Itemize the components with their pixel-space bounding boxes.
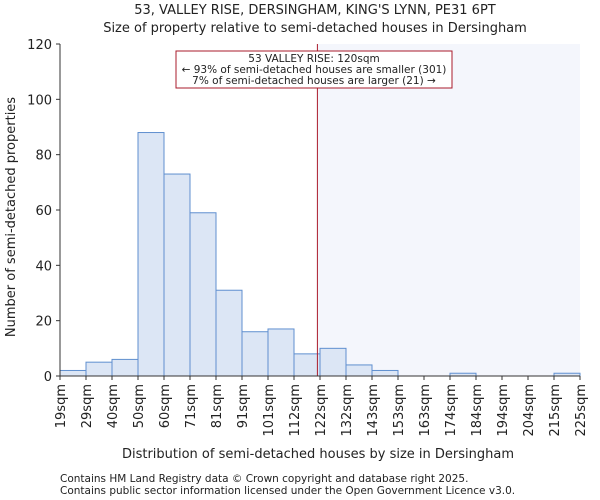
chart-subtitle: Size of property relative to semi-detach… <box>103 21 527 36</box>
bar-122sqm <box>319 347 347 377</box>
x-tick-label: 60sqm <box>158 384 173 428</box>
y-tick-label: 60 <box>35 204 52 219</box>
x-axis-label: Distribution of semi-detached houses by … <box>122 447 514 462</box>
x-tick-label: 101sqm <box>262 384 277 437</box>
annotation-title: 53 VALLEY RISE: 120sqm <box>248 53 379 65</box>
y-tick-label: 20 <box>35 315 52 330</box>
x-tick-label: 204sqm <box>522 384 537 437</box>
x-ticks: 19sqm 29sqm 40sqm 50sqm 60sqm 71sqm 81sqm 91sqm… <box>54 376 589 437</box>
bar-132sqm <box>345 364 373 377</box>
y-tick-label: 0 <box>44 370 52 385</box>
x-tick-label: 81sqm <box>210 384 225 428</box>
larger-region-shade <box>317 44 580 376</box>
x-tick-label: 174sqm <box>444 384 459 437</box>
bar-40sqm <box>111 358 139 377</box>
bar-71sqm <box>189 212 217 377</box>
bars <box>59 132 581 377</box>
y-ticks: 0 20 40 60 80 100 120 <box>27 38 60 385</box>
chart-title: 53, VALLEY RISE, DERSINGHAM, KING'S LYNN… <box>134 3 496 18</box>
bar-101sqm <box>267 328 295 377</box>
y-tick-label: 120 <box>27 38 52 53</box>
y-tick-label: 40 <box>35 259 52 274</box>
footer-licence: Contains public sector information licen… <box>60 485 515 497</box>
x-tick-label: 184sqm <box>470 384 485 437</box>
bar-50sqm <box>137 132 165 377</box>
x-tick-label: 91sqm <box>236 384 251 428</box>
x-tick-label: 153sqm <box>392 384 407 437</box>
annotation-larger: 7% of semi-detached houses are larger (2… <box>192 75 436 87</box>
bar-143sqm <box>371 369 399 377</box>
bar-91sqm <box>241 331 269 377</box>
annotation-border <box>175 50 453 89</box>
x-tick-label: 112sqm <box>288 384 303 437</box>
x-tick-label: 132sqm <box>340 384 355 437</box>
larger-shade-rect <box>317 44 580 376</box>
y-tick-label: 80 <box>35 149 52 164</box>
y-axis-label: Number of semi-detached properties <box>4 97 19 337</box>
bar-112sqm <box>293 353 321 377</box>
bar-81sqm <box>215 289 243 377</box>
x-tick-label: 19sqm <box>54 384 69 428</box>
y-tick-label: 100 <box>27 93 52 108</box>
x-tick-label: 215sqm <box>548 384 563 437</box>
bar-60sqm <box>163 173 191 377</box>
x-tick-label: 29sqm <box>80 384 95 428</box>
annotation-box: 53 VALLEY RISE: 120sqm ← 93% of semi-det… <box>175 50 453 89</box>
x-tick-label: 143sqm <box>366 384 381 437</box>
x-tick-label: 40sqm <box>106 384 121 428</box>
bar-29sqm <box>85 361 113 377</box>
x-tick-label: 50sqm <box>132 384 147 428</box>
x-tick-label: 163sqm <box>418 384 433 437</box>
x-tick-label: 71sqm <box>184 384 199 428</box>
annotation-smaller: ← 93% of semi-detached houses are smalle… <box>182 64 447 76</box>
x-tick-label: 225sqm <box>574 384 589 437</box>
x-tick-label: 122sqm <box>314 384 329 437</box>
x-tick-label: 194sqm <box>496 384 511 437</box>
footer-copyright: Contains HM Land Registry data © Crown c… <box>60 473 468 485</box>
bar-19sqm <box>59 369 87 377</box>
